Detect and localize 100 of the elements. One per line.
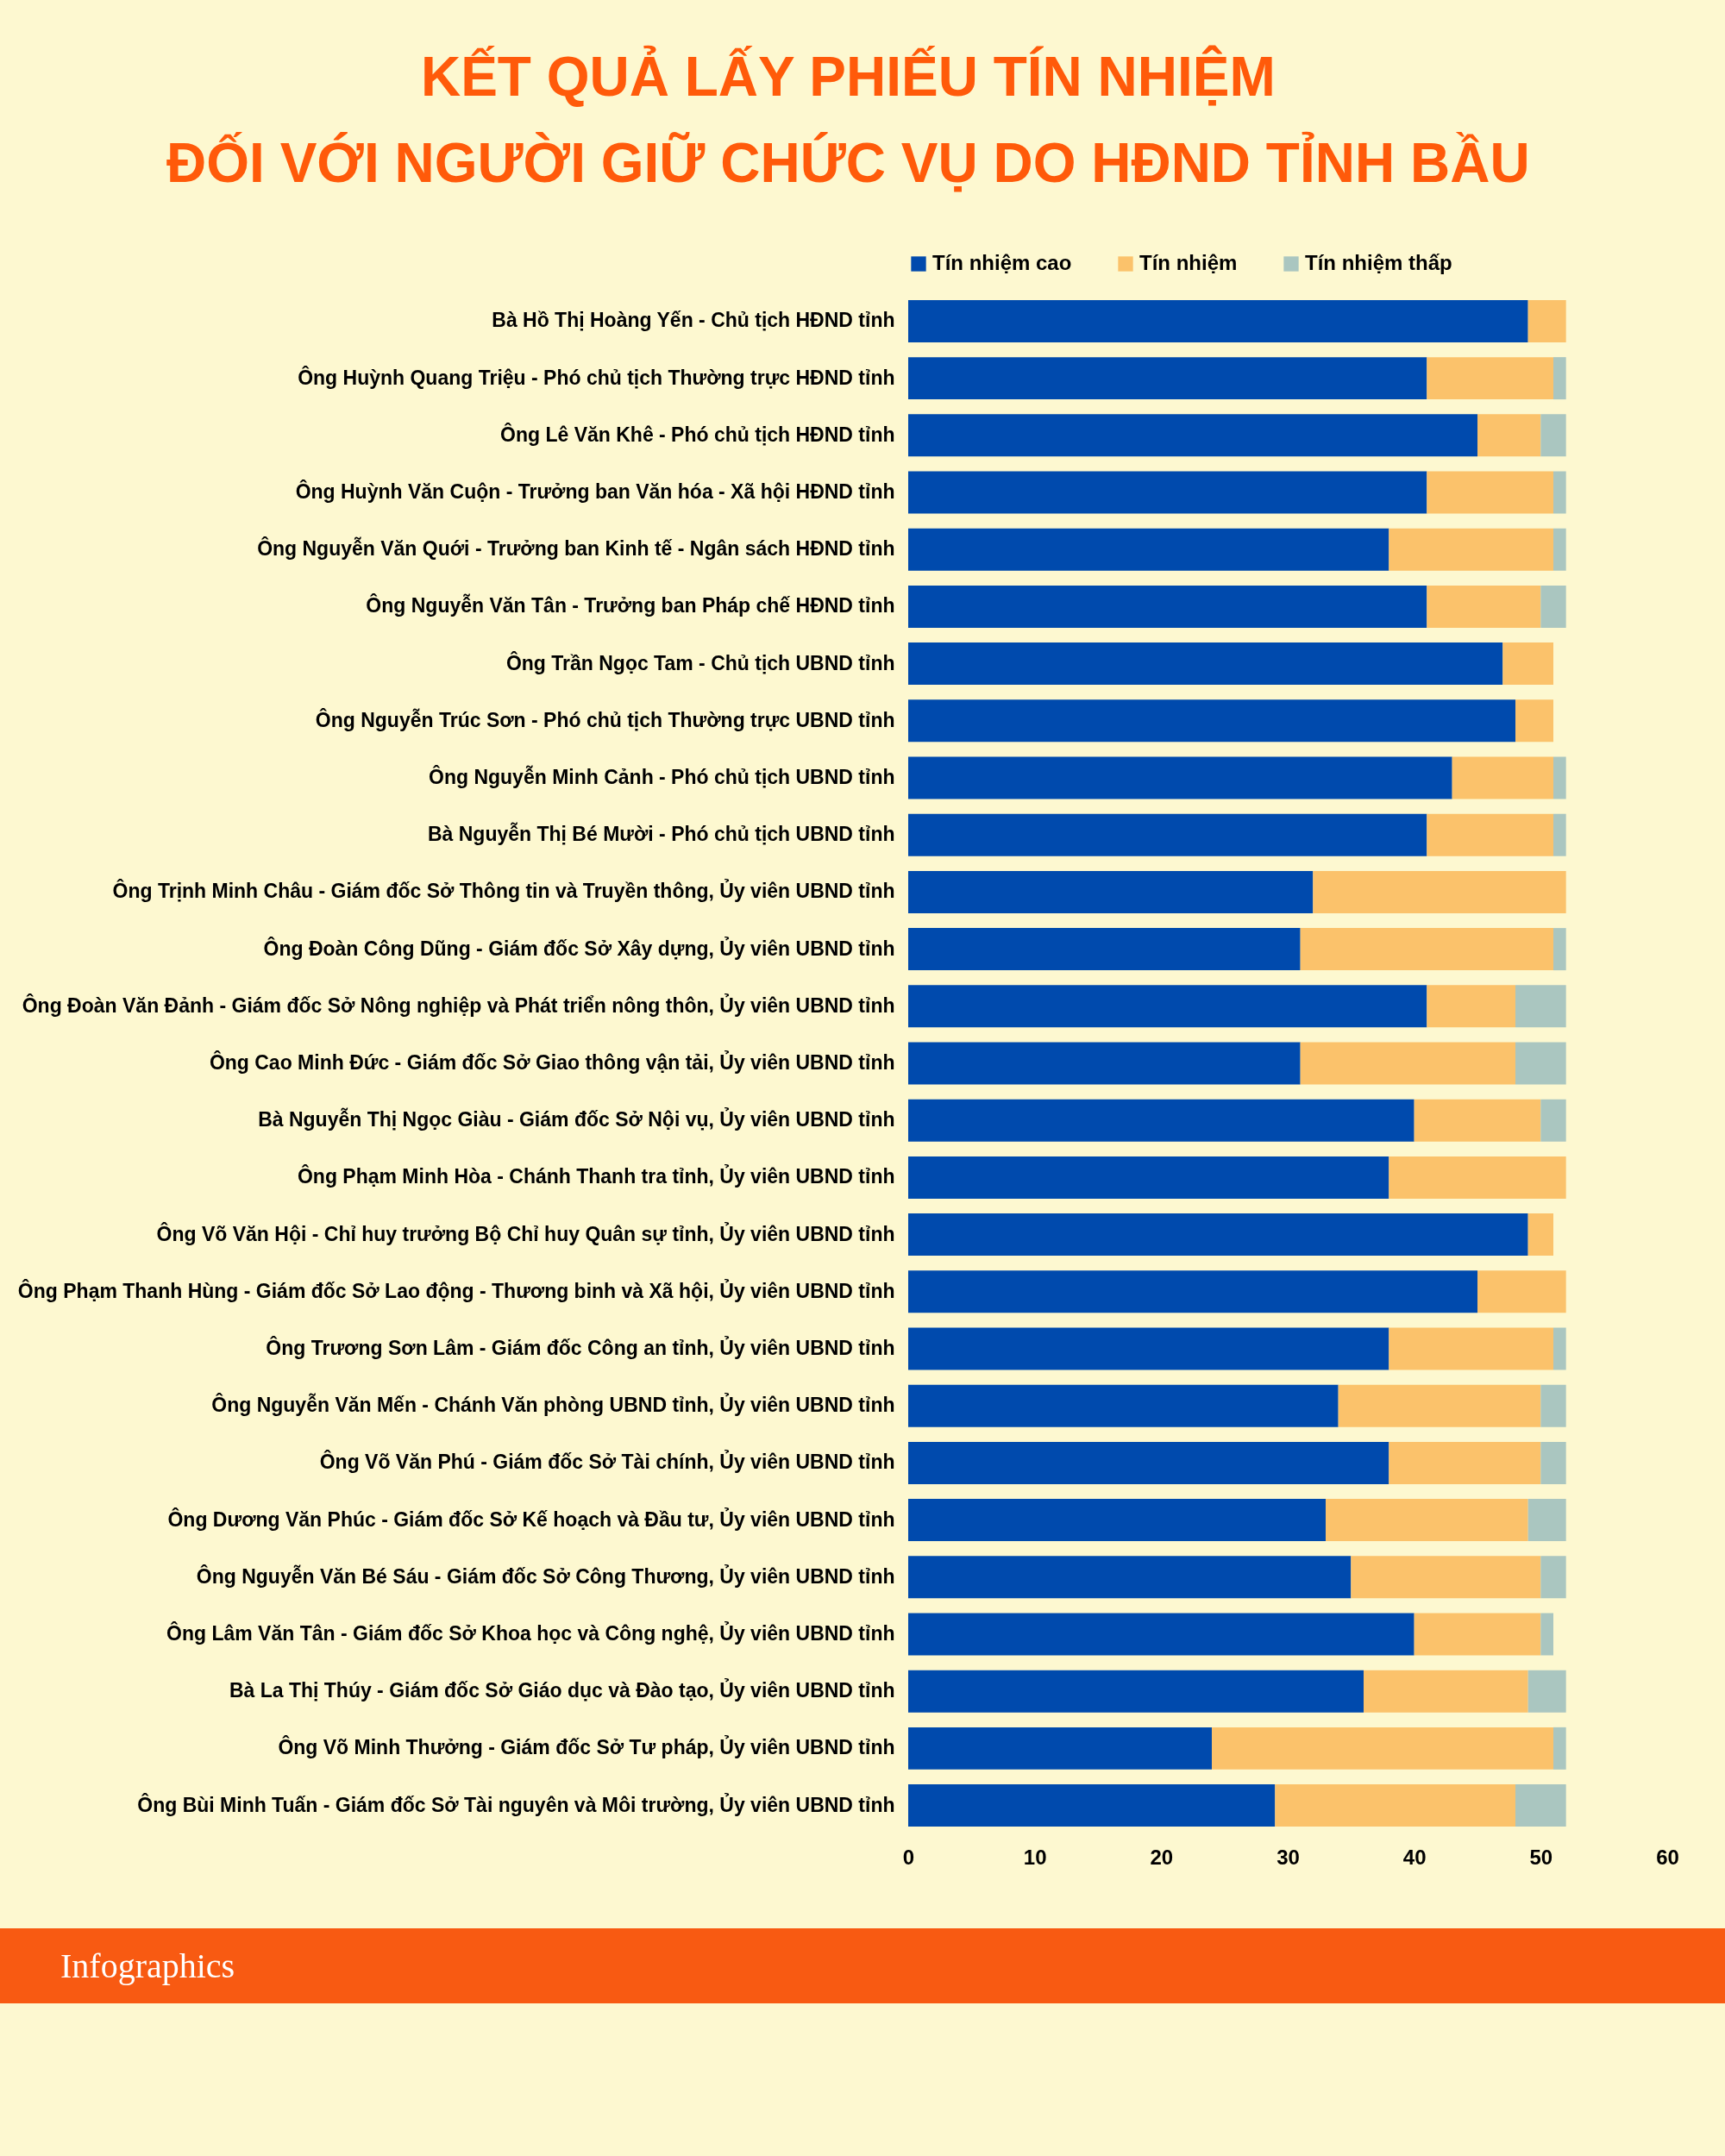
- bar: [1527, 1499, 1566, 1542]
- bar: [1313, 870, 1566, 913]
- bar: [908, 1613, 1414, 1656]
- bar: [1553, 528, 1566, 571]
- y-tick-label: Bà Hồ Thị Hoàng Yến - Chủ tịch HĐND tỉnh: [492, 309, 895, 332]
- bar: [908, 1727, 1212, 1770]
- bar: [908, 1556, 1352, 1599]
- y-tick-label: Ông Bùi Minh Tuấn - Giám đốc Sở Tài nguyên và Môi trường, Ủy viên UBND tỉnh: [137, 1791, 895, 1816]
- y-tick-label: Ông Huỳnh Văn Cuộn - Trưởng ban Văn hóa - Xã hội HĐND tỉnh: [295, 479, 895, 504]
- bar: [908, 299, 1528, 342]
- bar: [908, 1384, 1339, 1427]
- y-tick-label: Ông Nguyễn Văn Mến - Chánh Văn phòng UBND tỉnh, Ủy viên UBND tỉnh: [211, 1392, 895, 1417]
- bar: [1515, 1042, 1566, 1085]
- bar: [1553, 357, 1566, 400]
- y-tick-label: Ông Nguyễn Văn Bé Sáu - Giám đốc Sở Công Thương, Ủy viên UBND tỉnh: [196, 1563, 895, 1588]
- bar: [1351, 1556, 1541, 1599]
- y-tick-label: Ông Trịnh Minh Châu - Giám đốc Sở Thông tin và Truyền thông, Ủy viên UBND tỉnh: [112, 878, 895, 903]
- y-tick-label: Ông Võ Minh Thưởng - Giám đốc Sở Tư pháp, Ủy viên UBND tỉnh: [278, 1734, 895, 1759]
- y-tick-label: Ông Huỳnh Quang Triệu - Phó chủ tịch Thường trực HĐND tỉnh: [298, 365, 895, 389]
- y-tick-label: Ông Nguyễn Minh Cảnh - Phó chủ tịch UBND tỉnh: [429, 765, 895, 789]
- bar: [1540, 1613, 1553, 1656]
- bar: [908, 414, 1477, 457]
- bar: [908, 1156, 1389, 1199]
- x-tick-label: 10: [1023, 1845, 1047, 1869]
- bar: [1477, 1270, 1566, 1313]
- x-tick-label: 60: [1656, 1845, 1679, 1869]
- bar: [1212, 1727, 1553, 1770]
- bar: [908, 1327, 1389, 1370]
- x-tick-label: 0: [902, 1845, 915, 1869]
- y-tick-label: Bà Nguyễn Thị Ngọc Giàu - Giám đốc Sở Nội vụ, Ủy viên UBND tỉnh: [258, 1106, 895, 1131]
- bar: [908, 985, 1427, 1028]
- bar: [1540, 585, 1566, 628]
- bar: [908, 528, 1389, 571]
- bar: [1389, 528, 1553, 571]
- bar: [908, 1784, 1276, 1827]
- bar: [1540, 414, 1566, 457]
- bar: [1527, 299, 1566, 342]
- y-tick-label: Ông Phạm Minh Hòa - Chánh Thanh tra tỉnh, Ủy viên UBND tỉnh: [297, 1163, 895, 1188]
- y-tick-label: Ông Đoàn Công Dũng - Giám đốc Sở Xây dựng, Ủy viên UBND tỉnh: [263, 935, 895, 960]
- bar: [908, 471, 1427, 514]
- bar: [1275, 1784, 1515, 1827]
- bar: [908, 585, 1427, 628]
- bar: [1427, 985, 1515, 1028]
- bar: [1553, 928, 1566, 971]
- bar: [908, 357, 1427, 400]
- bar: [1553, 813, 1566, 856]
- bar: [908, 1099, 1414, 1142]
- bar: [908, 1499, 1326, 1542]
- bar: [1427, 471, 1553, 514]
- bar: [1515, 985, 1566, 1028]
- y-tick-label: Ông Võ Văn Phú - Giám đốc Sở Tài chính, Ủy viên UBND tỉnh: [319, 1449, 895, 1474]
- y-tick-label: Bà Nguyễn Thị Bé Mười - Phó chủ tịch UBND tỉnh: [427, 822, 895, 846]
- bar: [908, 756, 1452, 799]
- bar: [1540, 1441, 1566, 1484]
- bar: [1389, 1441, 1541, 1484]
- y-tick-label: Ông Phạm Thanh Hùng - Giám đốc Sở Lao động - Thương binh và Xã hội, Ủy viên UBND tỉnh: [17, 1277, 895, 1302]
- y-tick-label: Ông Lâm Văn Tân - Giám đốc Sở Khoa học và Công nghệ, Ủy viên UBND tỉnh: [166, 1620, 895, 1645]
- y-tick-label: Ông Cao Minh Đức - Giám đốc Sở Giao thông vận tải, Ủy viên UBND tỉnh: [209, 1050, 895, 1074]
- bar: [1553, 756, 1566, 799]
- bar: [1364, 1670, 1528, 1713]
- bar: [908, 1270, 1477, 1313]
- bar: [908, 699, 1515, 743]
- bar: [1389, 1327, 1553, 1370]
- bar: [908, 642, 1503, 686]
- bar: [1553, 1327, 1566, 1370]
- x-tick-label: 20: [1150, 1845, 1174, 1869]
- bar: [1540, 1099, 1566, 1142]
- legend-label: Tín nhiệm: [1139, 251, 1238, 274]
- text: Infographics: [60, 1946, 236, 1986]
- bar: [1338, 1384, 1541, 1427]
- bar: [1326, 1499, 1528, 1542]
- bar: [908, 813, 1427, 856]
- y-tick-label: Ông Trương Sơn Lâm - Giám đốc Công an tỉnh, Ủy viên UBND tỉnh: [266, 1334, 895, 1359]
- bar: [908, 870, 1314, 913]
- x-tick-label: 30: [1276, 1845, 1300, 1869]
- x-tick-label: 50: [1529, 1845, 1553, 1869]
- bar: [1389, 1156, 1566, 1199]
- y-tick-label: Ông Võ Văn Hội - Chỉ huy trưởng Bộ Chỉ huy Quân sự tỉnh, Ủy viên UBND tỉnh: [156, 1220, 895, 1245]
- bar: [1515, 1784, 1566, 1827]
- text: KẾT QUẢ LẤY PHIẾU TÍN NHIỆM: [420, 46, 1276, 108]
- y-tick-label: Bà La Thị Thúy - Giám đốc Sở Giáo dục và Đào tạo, Ủy viên UBND tỉnh: [229, 1677, 895, 1702]
- bar: [908, 1213, 1528, 1257]
- bar: [1452, 756, 1553, 799]
- bar: [1502, 642, 1553, 686]
- bar: [1427, 585, 1541, 628]
- bar: [1540, 1384, 1566, 1427]
- y-tick-label: Ông Nguyễn Văn Tân - Trưởng ban Pháp chế HĐND tỉnh: [366, 593, 895, 617]
- bar: [1477, 414, 1541, 457]
- bar: [908, 1441, 1389, 1484]
- text: ĐỐI VỚI NGƯỜI GIỮ CHỨC VỤ DO HĐND TỈNH BẦU: [166, 132, 1530, 194]
- bar: [1300, 1042, 1515, 1085]
- bar: [1553, 1727, 1566, 1770]
- legend-label: Tín nhiệm thấp: [1305, 251, 1452, 274]
- bar: [1427, 813, 1553, 856]
- bar: [1527, 1670, 1566, 1713]
- bar: [908, 1670, 1364, 1713]
- legend-label: Tín nhiệm cao: [932, 251, 1072, 274]
- bar: [908, 928, 1301, 971]
- bar: [1553, 471, 1566, 514]
- y-tick-label: Ông Nguyễn Trúc Sơn - Phó chủ tịch Thường trực UBND tỉnh: [315, 707, 895, 731]
